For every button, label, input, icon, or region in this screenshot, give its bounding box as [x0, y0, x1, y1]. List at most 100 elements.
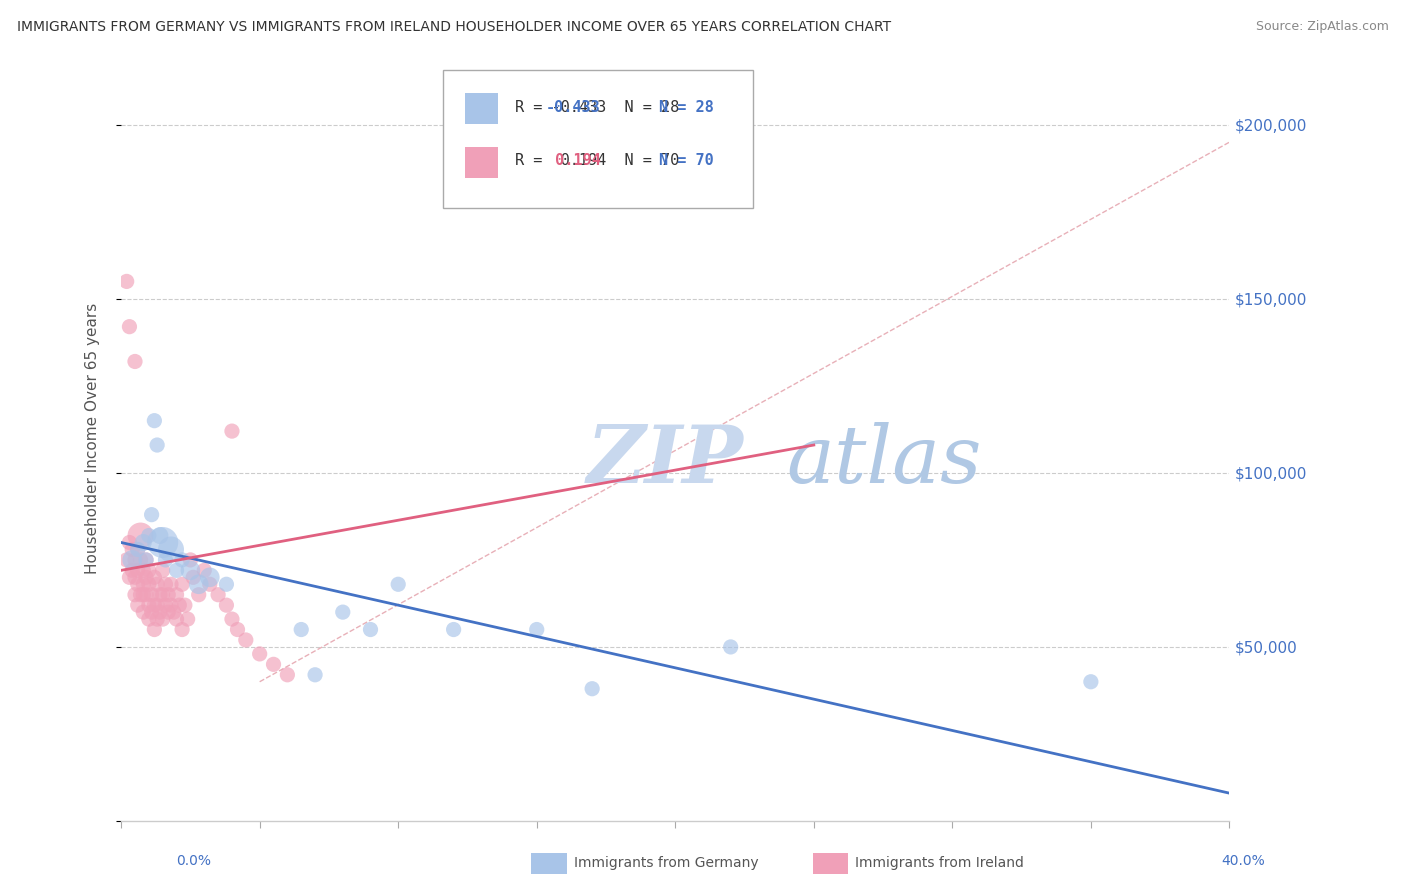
Point	[146, 612, 169, 626]
Point	[127, 598, 149, 612]
Point	[155, 553, 177, 567]
Point	[290, 623, 312, 637]
Point	[132, 588, 155, 602]
Point	[129, 588, 152, 602]
Point	[124, 553, 146, 567]
Point	[146, 598, 169, 612]
Point	[138, 528, 160, 542]
Point	[132, 605, 155, 619]
Point	[149, 528, 172, 542]
Text: atlas: atlas	[786, 422, 981, 500]
Point	[221, 612, 243, 626]
Point	[187, 588, 209, 602]
Text: 0.0%: 0.0%	[176, 854, 211, 868]
Point	[121, 563, 143, 577]
Point	[155, 598, 177, 612]
Y-axis label: Householder Income Over 65 years: Householder Income Over 65 years	[86, 302, 100, 574]
Point	[132, 563, 155, 577]
Point	[163, 605, 186, 619]
Point	[179, 553, 201, 567]
Point	[121, 553, 143, 567]
Text: Source: ZipAtlas.com: Source: ZipAtlas.com	[1256, 20, 1389, 33]
Text: N = 70: N = 70	[658, 153, 713, 169]
Text: 0.194: 0.194	[546, 153, 600, 169]
Point	[215, 577, 238, 591]
Point	[157, 588, 180, 602]
Point	[181, 570, 204, 584]
Point	[146, 577, 169, 591]
Point	[221, 424, 243, 438]
Point	[332, 605, 354, 619]
Point	[443, 623, 465, 637]
Point	[138, 612, 160, 626]
Point	[198, 570, 221, 584]
Point	[198, 577, 221, 591]
Point	[226, 623, 249, 637]
Point	[387, 577, 409, 591]
Point	[173, 598, 195, 612]
Point	[143, 570, 166, 584]
Point	[155, 577, 177, 591]
Point	[146, 438, 169, 452]
Point	[124, 354, 146, 368]
Point	[169, 598, 191, 612]
Point	[132, 535, 155, 549]
Point	[118, 319, 141, 334]
Text: IMMIGRANTS FROM GERMANY VS IMMIGRANTS FROM IRELAND HOUSEHOLDER INCOME OVER 65 YE: IMMIGRANTS FROM GERMANY VS IMMIGRANTS FR…	[17, 20, 891, 34]
Point	[135, 570, 157, 584]
FancyBboxPatch shape	[443, 70, 752, 209]
Point	[235, 632, 257, 647]
Point	[135, 588, 157, 602]
Bar	[465, 94, 498, 124]
Point	[135, 553, 157, 567]
Bar	[465, 147, 498, 178]
Point	[166, 612, 188, 626]
Point	[152, 563, 174, 577]
Point	[166, 563, 188, 577]
Point	[118, 535, 141, 549]
Point	[138, 577, 160, 591]
Text: R = -0.433  N = 28: R = -0.433 N = 28	[515, 100, 679, 115]
Point	[172, 577, 194, 591]
Point	[172, 553, 194, 567]
Point	[141, 588, 163, 602]
Point	[263, 657, 285, 672]
Point	[132, 577, 155, 591]
Text: Immigrants from Germany: Immigrants from Germany	[574, 856, 758, 871]
Point	[127, 563, 149, 577]
Point	[152, 612, 174, 626]
Point	[193, 563, 215, 577]
Point	[149, 605, 172, 619]
Point	[115, 553, 138, 567]
Text: 40.0%: 40.0%	[1222, 854, 1265, 868]
Point	[138, 598, 160, 612]
Point	[135, 553, 157, 567]
Point	[720, 640, 742, 654]
Text: ZIP: ZIP	[586, 422, 744, 500]
Point	[215, 598, 238, 612]
Point	[143, 414, 166, 428]
Point	[143, 623, 166, 637]
Point	[141, 508, 163, 522]
Point	[304, 667, 326, 681]
Point	[124, 588, 146, 602]
Point	[360, 623, 382, 637]
Text: Immigrants from Ireland: Immigrants from Ireland	[855, 856, 1024, 871]
Point	[127, 542, 149, 557]
Point	[152, 535, 174, 549]
Point	[187, 577, 209, 591]
Point	[160, 598, 183, 612]
Point	[157, 605, 180, 619]
Point	[160, 577, 183, 591]
Point	[172, 623, 194, 637]
Point	[115, 274, 138, 288]
Point	[129, 528, 152, 542]
Point	[124, 570, 146, 584]
Point	[166, 588, 188, 602]
Point	[1080, 674, 1102, 689]
Point	[276, 667, 298, 681]
Point	[143, 598, 166, 612]
Point	[149, 588, 172, 602]
Point	[127, 577, 149, 591]
Text: R =  0.194  N = 70: R = 0.194 N = 70	[515, 153, 679, 169]
